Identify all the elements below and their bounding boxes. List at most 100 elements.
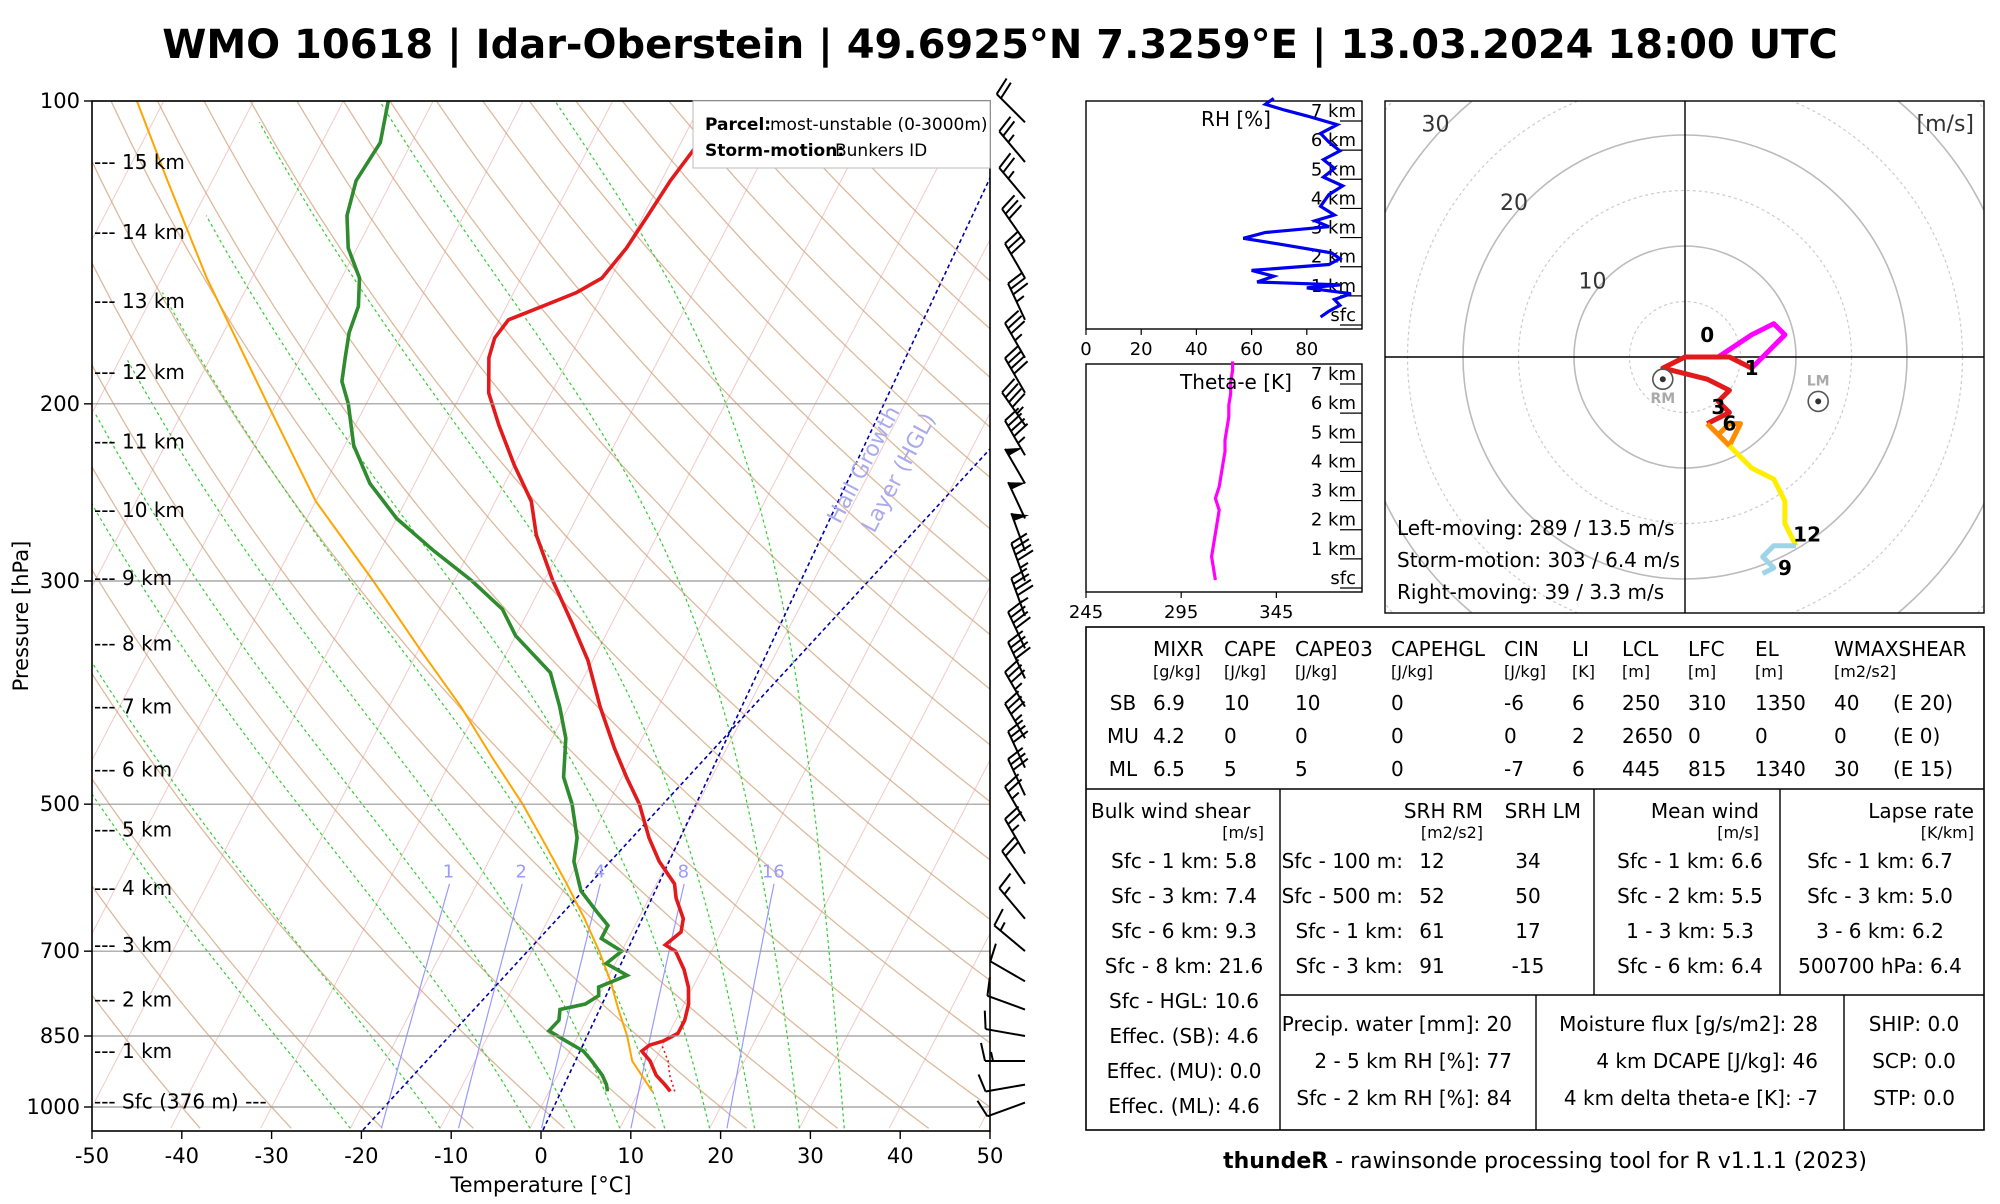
- table-cell: 2: [1572, 724, 1585, 748]
- table-row-label: ML: [1109, 757, 1138, 781]
- table-header-unit: [K]: [1572, 662, 1595, 681]
- table-header-unit: [J/kg]: [1504, 662, 1546, 681]
- theta-e-ylabel: 5 km: [1311, 422, 1356, 443]
- table-header: CAPE03: [1295, 637, 1373, 661]
- wind-barb: [990, 944, 1025, 982]
- table-header: CAPEHGL: [1391, 637, 1486, 661]
- dry-adiabat-line: [0, 101, 564, 1128]
- srh-lm-value: 17: [1515, 919, 1540, 943]
- storm-marker-label-lm: LM: [1807, 373, 1830, 389]
- srh-rm-value: 52: [1419, 884, 1444, 908]
- y-tick-label: 700: [40, 939, 80, 963]
- barb-staff: [987, 996, 1025, 1010]
- isotherm-line: [81, 101, 613, 1128]
- table-cell: 0: [1755, 724, 1768, 748]
- mean-wind-row: Sfc - 2 km: 5.5: [1617, 884, 1763, 908]
- composite-row: STP: 0.0: [1873, 1086, 1955, 1110]
- wind-barb: [1008, 272, 1028, 319]
- table-header-unit: [J/kg]: [1224, 662, 1266, 681]
- wind-barb: [997, 78, 1025, 122]
- table-cell: 445: [1622, 757, 1660, 781]
- srh-row-label: Sfc - 500 m:: [1282, 884, 1403, 908]
- wind-barb: [999, 153, 1025, 198]
- table-cell: 4.2: [1153, 724, 1185, 748]
- barb-full: [985, 1011, 986, 1029]
- height-label: --- 3 km: [94, 933, 172, 957]
- barb-full: [977, 1101, 987, 1117]
- table-header: WMAXSHEAR: [1834, 637, 1966, 661]
- barb-half: [1020, 598, 1028, 603]
- moist-adiabat-line: [26, 551, 440, 1129]
- barb-half: [1018, 437, 1025, 443]
- bulk-shear-row: Sfc - 6 km: 9.3: [1111, 919, 1257, 943]
- table-cell: 1340: [1755, 757, 1806, 781]
- composite-row: SCP: 0.0: [1872, 1049, 1956, 1073]
- barb-half: [1012, 825, 1019, 831]
- srh-lm-value: 50: [1515, 884, 1540, 908]
- theta-e-ylabel: 3 km: [1311, 481, 1356, 502]
- barb-half: [1008, 135, 1014, 142]
- dry-adiabat-line: [0, 101, 656, 1128]
- srh-rm-value: 61: [1419, 919, 1444, 943]
- table-cell: -6: [1504, 691, 1524, 715]
- footer-rest: - rawinsonde processing tool for R v1.1.…: [1328, 1149, 1867, 1174]
- storm-marker-dot-rm: [1660, 376, 1666, 382]
- x-tick-label: -30: [254, 1144, 288, 1168]
- barb-staff: [986, 1085, 1025, 1092]
- height-label: --- Sfc (376 m) ---: [94, 1090, 267, 1114]
- lapse-rate-title: Lapse rate: [1868, 799, 1974, 823]
- barb-staff: [1005, 449, 1025, 484]
- theta-e-xtick-label: 295: [1164, 602, 1198, 623]
- chart-title: WMO 10618 | Idar-Oberstein | 49.6925°N 7…: [162, 22, 1838, 69]
- barb-staff: [986, 1029, 1025, 1036]
- barb-half: [991, 1052, 993, 1061]
- barb-staff: [999, 888, 1025, 919]
- bulk-shear-unit: [m/s]: [1222, 823, 1264, 842]
- wind-barb: [985, 1011, 1025, 1036]
- table-cell: 0: [1391, 691, 1404, 715]
- barb-full: [994, 909, 1003, 925]
- table-cell: 0: [1504, 724, 1517, 748]
- rh-xtick-label: 80: [1295, 339, 1318, 360]
- table-cell: 0: [1834, 724, 1847, 748]
- height-label: --- 15 km: [94, 150, 185, 174]
- bulk-shear-title: Bulk wind shear: [1091, 799, 1251, 823]
- x-tick-label: 50: [977, 1144, 1004, 1168]
- isotherm-line: [350, 101, 882, 1128]
- table-cell: (E 20): [1893, 691, 1953, 715]
- height-label: --- 5 km: [94, 818, 172, 842]
- table-header-unit: [m]: [1755, 662, 1783, 681]
- table-cell: 5: [1295, 757, 1308, 781]
- rh-title: RH [%]: [1201, 107, 1271, 131]
- legend-storm-label: Storm-motion:: [705, 141, 844, 161]
- srh-unit: [m2/s2]: [1421, 823, 1483, 842]
- table-cell: 5: [1224, 757, 1237, 781]
- isotherm-line: [261, 101, 793, 1128]
- x-tick-label: 10: [617, 1144, 644, 1168]
- y-tick-label: 100: [40, 89, 80, 113]
- barb-half: [1015, 334, 1022, 340]
- barb-half: [1015, 683, 1022, 689]
- table-cell: (E 15): [1893, 757, 1953, 781]
- dry-adiabat-line: [0, 101, 747, 1128]
- table-header: LCL: [1622, 637, 1659, 661]
- table-cell: 30: [1834, 757, 1859, 781]
- theta-e-ylabel: 1 km: [1311, 539, 1356, 560]
- x-tick-label: -10: [434, 1144, 468, 1168]
- hgl-bottom-line: [363, 449, 990, 1130]
- rh-ylabel: 6 km: [1311, 130, 1356, 151]
- table-header-unit: [m]: [1622, 662, 1650, 681]
- table-cell: 2650: [1622, 724, 1673, 748]
- y-tick-label: 300: [40, 569, 80, 593]
- srh-rm-value: 12: [1419, 849, 1444, 873]
- hodograph-segment: [1663, 357, 1752, 424]
- lapse-rate-row: Sfc - 3 km: 5.0: [1807, 884, 1953, 908]
- table-header-unit: [m]: [1688, 662, 1716, 681]
- height-label: --- 6 km: [94, 758, 172, 782]
- table-cell: 10: [1295, 691, 1320, 715]
- barb-half: [1004, 887, 1010, 894]
- moisture-row: Moisture flux [g/s/m2]: 28: [1559, 1012, 1818, 1036]
- y-axis-label: Pressure [hPa]: [9, 541, 33, 692]
